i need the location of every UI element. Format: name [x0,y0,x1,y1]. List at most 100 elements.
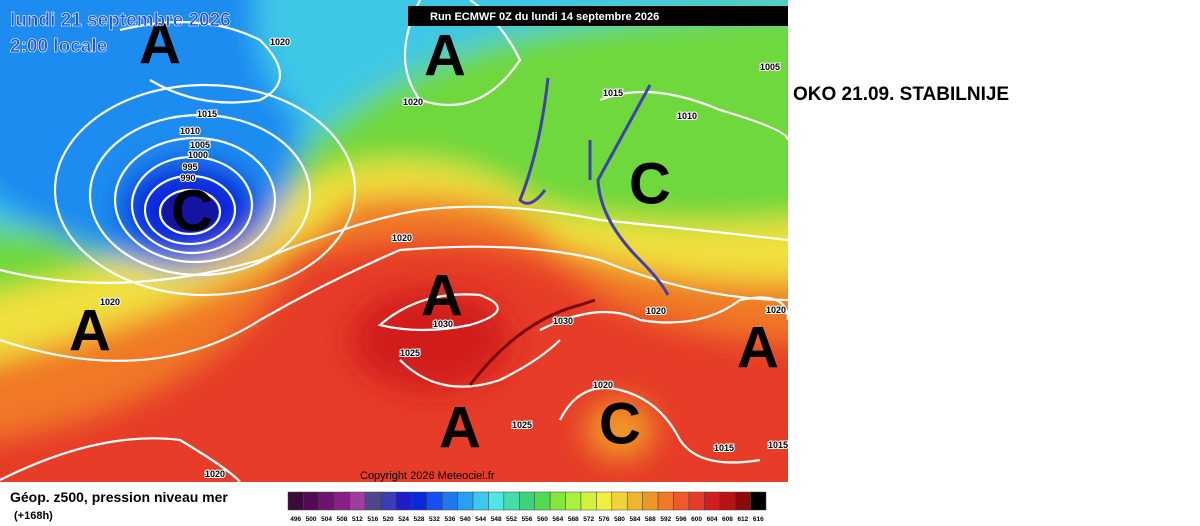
scale-label: 544 [475,516,486,523]
isobar-label: 1005 [760,62,780,72]
isobar-label: 1020 [766,305,786,315]
scale-label: 616 [753,516,764,523]
isobar-label: 1015 [714,443,734,453]
scale-swatch [549,491,566,511]
legend-title: Géop. z500, pression niveau mer [10,489,228,505]
scale-label: 588 [645,516,656,523]
scale-swatch [457,491,474,511]
scale-label: 536 [444,516,455,523]
pressure-center: C [171,178,213,243]
scale-label: 516 [367,516,378,523]
scale-label: 608 [722,516,733,523]
pressure-center: A [737,315,779,380]
isobar-label: 1020 [392,233,412,243]
pressure-center: A [424,23,466,88]
scale-swatch [704,491,720,511]
scale-label: 552 [506,516,517,523]
scale-swatch [349,491,366,511]
scale-swatch [503,491,520,511]
scale-swatch [719,491,736,511]
scale-swatch [411,491,428,511]
pressure-center: A [439,395,481,460]
scale-label: 524 [398,516,409,523]
isobar-label: 995 [182,162,197,172]
pressure-center: A [139,11,181,76]
isobar-label: 1010 [677,111,697,121]
isobar-label: 1020 [100,297,120,307]
isobar-label: 1020 [205,469,225,479]
scale-swatch [426,491,443,511]
scale-swatch [380,491,397,511]
scale-swatch [534,491,551,511]
scale-label: 564 [552,516,563,523]
scale-swatch [688,491,705,511]
scale-swatch [626,491,643,511]
scale-label: 572 [583,516,594,523]
pressure-center: A [421,263,463,328]
copyright: Copyright 2026 Meteociel.fr [360,470,495,482]
scale-swatch [565,491,582,511]
isobar-label: 1015 [768,440,788,450]
scale-label: 612 [737,516,748,523]
isobar-label: 1015 [197,109,217,119]
pressure-center: C [629,151,671,216]
annotation-arrow [468,298,596,386]
scale-label: 560 [537,516,548,523]
isobars [0,0,788,482]
scale-label: 576 [599,516,610,523]
scale-label: 592 [660,516,671,523]
scale-label: 528 [414,516,425,523]
scale-swatch [334,491,350,511]
isobar-label: 1020 [593,380,613,390]
isobar-label: 990 [180,173,195,183]
pressure-center: C [599,391,641,456]
annotation-lines [518,77,670,296]
scale-swatch [364,491,381,511]
isobar-label: 1020 [403,97,423,107]
color-scale: 496 500 504 508 512 516 520 524 528 532 536 540 544 5… [287,491,767,523]
note: OKO 21.09. STABILNIJE [793,84,1009,105]
map: A A C C A A A A C 1020101510101005100099… [0,0,788,482]
scale-swatch [750,491,767,511]
isobar-label: 1025 [512,420,532,430]
scale-swatch [580,491,597,511]
scale-label: 520 [383,516,394,523]
isobar-label: 1000 [188,150,208,160]
scale-label: 584 [630,516,641,523]
scale-swatch [734,491,751,511]
scale-swatch [488,491,505,511]
scale-label: 596 [676,516,687,523]
scale-label: 568 [568,516,579,523]
scale-swatch [287,491,304,511]
isobar-label: 1020 [646,306,666,316]
isobar-label: 1005 [190,140,210,150]
scale-label: 604 [707,516,718,523]
scale-label: 512 [352,516,363,523]
run-banner [408,6,788,26]
scale-swatch [642,491,659,511]
scale-label: 508 [337,516,348,523]
scale-swatch [673,491,690,511]
isobar-label: 1025 [400,348,420,358]
scale-swatch [657,491,674,511]
scale-swatch [472,491,489,511]
date-label: lundi 21 septembre 2026 [10,10,231,31]
scale-swatch [395,491,412,511]
scale-label: 548 [491,516,502,523]
scale-label: 504 [321,516,332,523]
isobar-label: 1030 [433,319,453,329]
scale-label: 600 [691,516,702,523]
scale-swatch [303,491,320,511]
scale-label: 496 [290,516,301,523]
scale-label: 556 [522,516,533,523]
scale-label: 580 [614,516,625,523]
time-label: 2:00 locale [10,36,107,57]
scale-swatch [519,491,535,511]
scale-label: 540 [460,516,471,523]
pressure-center: A [69,298,111,363]
isobar-label: 1015 [603,88,623,98]
isobar-label: 1010 [180,126,200,136]
scale-label: 532 [429,516,440,523]
run-label: Run ECMWF 0Z du lundi 14 septembre 2026 [430,11,659,23]
